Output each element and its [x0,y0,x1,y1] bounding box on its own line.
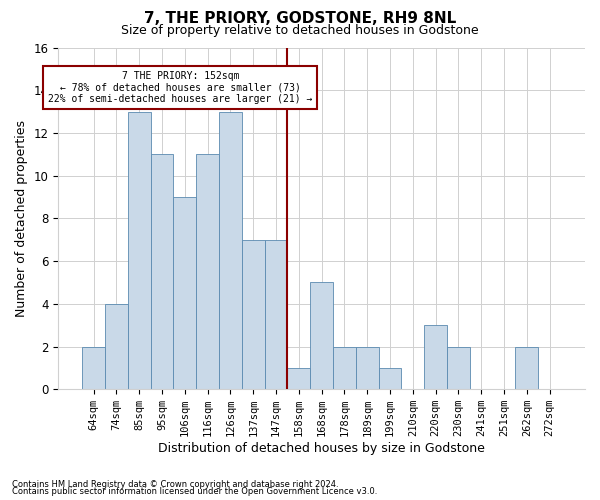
Bar [515,346,538,389]
Text: 7 THE PRIORY: 152sqm
← 78% of detached houses are smaller (73)
22% of semi-detac: 7 THE PRIORY: 152sqm ← 78% of detached h… [48,71,313,104]
Bar [173,197,196,389]
Bar [379,368,401,389]
Bar [128,112,151,389]
Bar [219,112,242,389]
Y-axis label: Number of detached properties: Number of detached properties [15,120,28,317]
Bar [242,240,265,389]
Bar [333,346,356,389]
Bar [287,368,310,389]
Text: 7, THE PRIORY, GODSTONE, RH9 8NL: 7, THE PRIORY, GODSTONE, RH9 8NL [144,11,456,26]
Bar [447,346,470,389]
Bar [424,325,447,389]
Bar [105,304,128,389]
X-axis label: Distribution of detached houses by size in Godstone: Distribution of detached houses by size … [158,442,485,455]
Bar [151,154,173,389]
Text: Size of property relative to detached houses in Godstone: Size of property relative to detached ho… [121,24,479,37]
Bar [356,346,379,389]
Bar [196,154,219,389]
Bar [265,240,287,389]
Text: Contains HM Land Registry data © Crown copyright and database right 2024.: Contains HM Land Registry data © Crown c… [12,480,338,489]
Bar [82,346,105,389]
Bar [310,282,333,389]
Text: Contains public sector information licensed under the Open Government Licence v3: Contains public sector information licen… [12,488,377,496]
